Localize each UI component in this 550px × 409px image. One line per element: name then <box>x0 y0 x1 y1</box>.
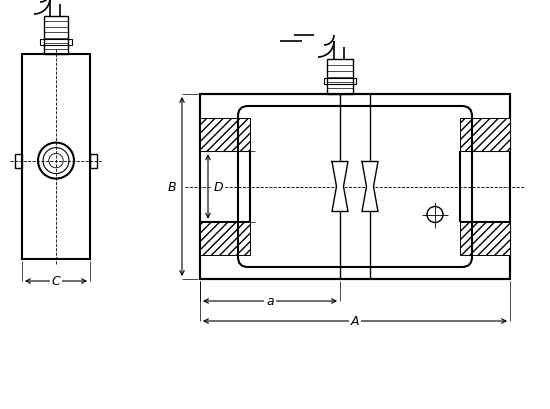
Polygon shape <box>362 162 378 212</box>
Polygon shape <box>332 162 348 212</box>
Text: B: B <box>168 180 177 193</box>
Bar <box>15 154 22 168</box>
Bar <box>460 119 510 152</box>
Text: a: a <box>266 295 274 308</box>
Bar <box>22 55 90 259</box>
Bar <box>90 154 97 168</box>
Text: D: D <box>213 180 223 193</box>
Bar <box>460 222 510 255</box>
Bar <box>200 95 510 279</box>
Bar <box>200 119 250 152</box>
Bar <box>200 222 250 255</box>
Bar <box>324 79 356 84</box>
Bar <box>44 17 68 55</box>
Text: C: C <box>52 275 60 288</box>
Bar <box>327 60 353 95</box>
Text: A: A <box>351 315 359 328</box>
Bar <box>40 40 72 45</box>
